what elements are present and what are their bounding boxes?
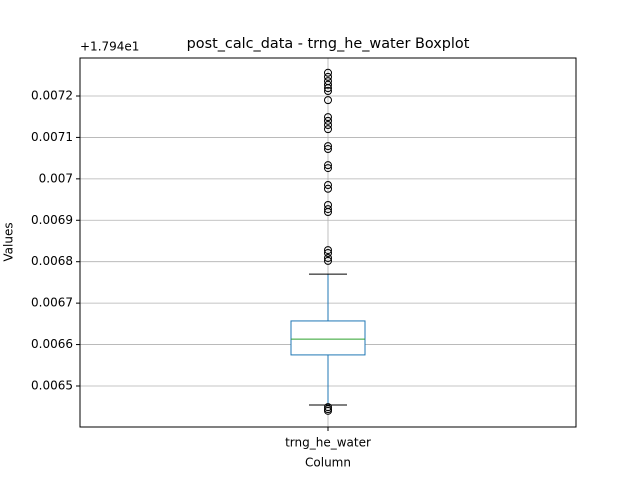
y-tick-label: 0.0071 (31, 130, 73, 144)
plot-frame (79, 57, 577, 428)
y-tick-label: 0.0065 (31, 378, 73, 392)
outlier (324, 256, 332, 265)
outlier (324, 253, 332, 262)
outlier (324, 87, 332, 96)
outlier (324, 161, 332, 170)
offset-text: +1.794e1 (80, 40, 139, 54)
y-axis-label: Values (2, 222, 16, 261)
y-tick-label: 0.007 (39, 171, 73, 185)
outlier (324, 205, 332, 214)
outlier (324, 80, 332, 89)
y-tick-label: 0.0067 (31, 296, 73, 310)
outlier (324, 72, 332, 81)
outlier (324, 120, 332, 129)
chart-title: post_calc_data - trng_he_water Boxplot (187, 36, 470, 52)
outlier (324, 113, 332, 122)
outlier (324, 184, 332, 193)
outlier (324, 246, 332, 255)
outlier (324, 84, 332, 93)
y-tick-label: 0.0066 (31, 337, 73, 351)
outlier (324, 181, 332, 190)
outlier (324, 403, 332, 412)
outlier (324, 125, 332, 134)
y-tick-label: 0.0069 (31, 213, 73, 227)
y-tick-label: 0.0068 (31, 254, 73, 268)
outlier (324, 145, 332, 154)
y-tick-label: 0.0072 (31, 88, 73, 102)
outlier (324, 406, 332, 415)
outlier (324, 249, 332, 258)
outlier (324, 116, 332, 125)
outlier (324, 142, 332, 151)
outlier (324, 207, 332, 216)
outlier (324, 68, 332, 77)
outlier (324, 164, 332, 173)
outlier (324, 96, 332, 105)
x-tick-label: trng_he_water (285, 436, 371, 450)
box (290, 320, 366, 356)
x-axis-label: Column (305, 456, 351, 470)
